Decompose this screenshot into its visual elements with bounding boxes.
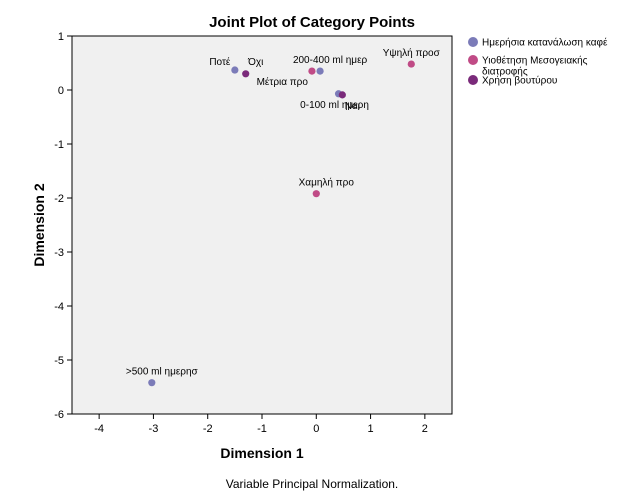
data-point [148,379,156,387]
point-label: Υψηλή προσ [383,47,441,59]
legend-label: Χρήση βουτύρου [482,75,557,87]
x-tick-label: -3 [149,423,159,435]
x-tick-label: 0 [313,423,319,435]
data-point [338,91,346,99]
y-tick-label: -1 [54,139,64,151]
y-tick-label: 0 [58,85,64,97]
data-point [242,70,250,78]
data-point [407,60,415,68]
legend-swatch [468,37,478,47]
data-point [312,190,320,198]
legend-label: Υιοθέτηση Μεσογειακής διατροφής [482,55,588,78]
x-axis-ticks: -4 -3 -2 -1 0 1 2 [94,414,428,435]
data-points: Ποτέ 200-400 ml ημερ 0-100 ml ημερη >500 ml… [126,47,441,387]
data-point [308,67,316,75]
point-label: 0-100 ml ημερη [300,100,369,111]
x-tick-label: -4 [94,423,104,435]
legend-swatch [468,55,478,65]
legend-label: Ημερήσια κατανάλωση καφέ [482,37,608,49]
x-axis-title: Dimension 1 [220,445,303,461]
point-label: Όχι [247,57,263,68]
y-axis-title: Dimension 2 [31,183,47,266]
point-label: >500 ml ημερησ [126,367,199,378]
point-label: Μέτρια προ [257,76,309,88]
x-tick-label: -2 [203,423,213,435]
y-tick-label: -2 [54,193,64,205]
chart-title: Joint Plot of Category Points [209,14,415,31]
legend-swatch [468,75,478,85]
point-label: 200-400 ml ημερ [293,55,368,66]
y-tick-label: -5 [54,355,64,367]
y-axis-ticks: 1 0 -1 -2 -3 -4 -5 -6 [54,31,72,421]
x-tick-label: 1 [368,423,374,435]
plot-area [71,35,453,415]
point-label: Ποτέ [209,56,231,68]
y-tick-label: -3 [54,247,64,259]
legend: Ημερήσια κατανάλωση καφέ Υιοθέτηση Μεσογε… [468,37,608,87]
x-tick-label: 2 [422,423,428,435]
data-point [231,66,239,74]
footnote: Variable Principal Normalization. [226,477,399,491]
y-tick-label: 1 [58,31,64,43]
data-point [316,67,324,75]
y-tick-label: -4 [54,301,64,313]
x-tick-label: -1 [257,423,267,435]
y-tick-label: -6 [54,409,64,421]
point-label: Ναι [345,101,360,112]
point-label: Χαμηλή προ [299,177,355,189]
